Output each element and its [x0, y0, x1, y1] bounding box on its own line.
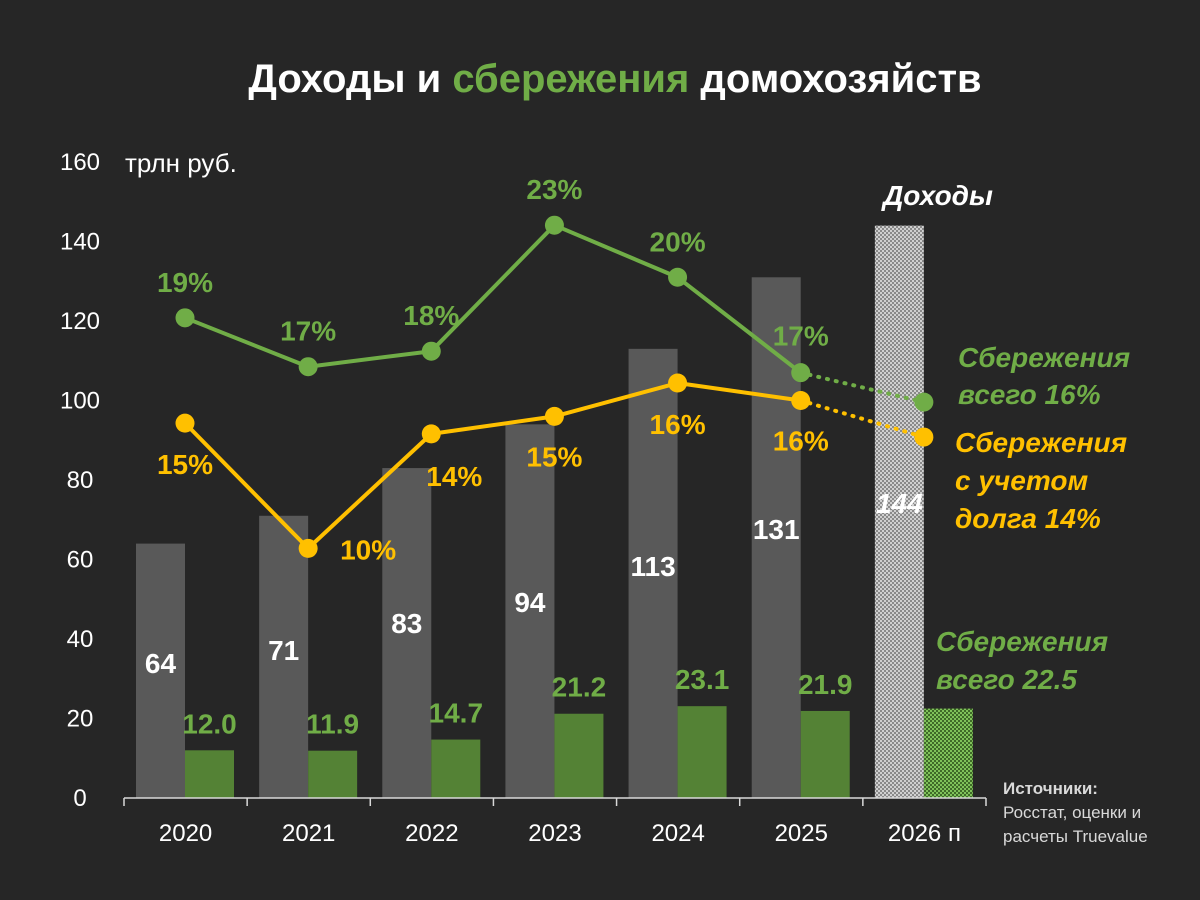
savings-total-point — [544, 215, 564, 235]
x-axis-ticks: 2020 2021 2022 2023 2024 2025 2026 п — [159, 820, 961, 847]
savings-total-pct-label: 17% — [773, 321, 829, 352]
income-bar — [259, 515, 309, 798]
source-heading: Источники: — [1003, 779, 1098, 798]
income-bars — [136, 225, 924, 799]
savings-debt-point — [668, 373, 688, 393]
x-axis — [123, 797, 987, 806]
savings-total-pct-label: 23% — [526, 174, 582, 205]
x-tick-label: 2026 п — [888, 820, 961, 847]
savings-value-label: 23.1 — [675, 664, 730, 695]
y-tick-label: 140 — [60, 229, 100, 256]
income-bar — [505, 424, 555, 798]
income-value-label: 113 — [630, 551, 675, 582]
title-part-1: Доходы и — [248, 57, 452, 101]
savings-total-forecast-line — [798, 370, 926, 405]
x-tick-label: 2023 — [528, 820, 581, 847]
income-bar — [136, 543, 185, 798]
savings-total-pct-label: 19% — [157, 267, 213, 298]
savings-total-point — [421, 341, 441, 361]
income-value-label: 64 — [145, 648, 177, 679]
income-value-label: 144 — [876, 488, 923, 519]
title-part-2: сбережения — [452, 57, 689, 101]
x-tick-label: 2024 — [651, 820, 704, 847]
savings-bar — [923, 708, 973, 798]
savings-debt-point — [298, 538, 318, 558]
savings-debt-point — [544, 406, 564, 426]
y-axis-ticks: 0 20 40 60 80 100 120 140 160 — [60, 149, 100, 812]
savings-total-point — [668, 267, 688, 287]
income-bar — [874, 225, 924, 799]
y-tick-label: 20 — [67, 706, 94, 733]
y-tick-label: 80 — [67, 467, 94, 494]
savings-bar — [554, 713, 604, 798]
x-tick-label: 2020 — [159, 820, 212, 847]
savings-debt-pct-label: 15% — [526, 441, 582, 472]
income-value-label: 71 — [268, 635, 299, 666]
income-value-label: 131 — [753, 514, 800, 545]
savings-value-label: 12.0 — [182, 708, 237, 739]
y-tick-label: 0 — [73, 785, 86, 812]
savings-total-pct-label: 17% — [280, 316, 336, 347]
savings-debt-pct-label: 10% — [340, 534, 396, 565]
percent-lines — [175, 215, 934, 558]
savings-value-label: 21.9 — [798, 669, 853, 700]
income-value-label: 83 — [391, 608, 422, 639]
annotation-income: Доходы — [881, 180, 993, 211]
savings-debt-pct-label: 14% — [426, 461, 482, 492]
x-tick-label: 2025 — [775, 820, 828, 847]
savings-value-label: 21.2 — [552, 672, 607, 703]
title-part-3: домохозяйств — [689, 57, 981, 101]
savings-debt-point — [421, 424, 441, 444]
savings-value-label: 11.9 — [306, 709, 359, 740]
savings-debt-pct-label: 16% — [773, 426, 829, 457]
annotation-savings-bar: Сбережения всего 22.5 — [936, 626, 1116, 695]
savings-debt-point — [791, 391, 811, 410]
x-tick-label: 2022 — [405, 820, 458, 847]
savings-total-pct-label: 20% — [650, 226, 706, 257]
annotation-savings-debt: Сбережения с учетом долга 14% — [955, 427, 1135, 534]
savings-bar — [800, 710, 850, 798]
y-tick-label: 40 — [67, 626, 94, 653]
savings-total-pct-label: 18% — [403, 300, 459, 331]
savings-debt-line — [183, 381, 801, 551]
savings-total-point — [791, 363, 811, 383]
x-tick-label: 2021 — [282, 820, 335, 847]
source-line-2: расчеты Truevalue — [1003, 827, 1148, 846]
savings-total-point — [914, 392, 934, 412]
annotation-savings-total: Сбережения всего 16% — [958, 342, 1138, 410]
data-labels: 64 71 83 94 113 131 144 12.0 11.9 14.7 21.2 23.1 21.… — [145, 174, 923, 739]
savings-bar — [308, 750, 358, 798]
savings-debt-forecast-line — [798, 398, 926, 440]
savings-debt-point — [914, 427, 934, 447]
savings-debt-pct-label: 15% — [157, 449, 213, 480]
savings-total-point — [175, 308, 195, 328]
y-tick-label: 160 — [60, 149, 100, 176]
chart-title: Доходы и сбережения домохозяйств — [248, 57, 981, 101]
savings-value-label: 14.7 — [429, 698, 484, 729]
savings-bar — [677, 706, 727, 798]
income-bar — [382, 468, 432, 798]
savings-total-point — [298, 357, 318, 377]
savings-debt-point — [175, 413, 195, 433]
savings-bars — [185, 706, 973, 798]
income-bar — [628, 348, 678, 798]
unit-label: трлн руб. — [125, 148, 237, 178]
y-tick-label: 100 — [60, 388, 100, 415]
source-line-1: Росстат, оценки и — [1003, 803, 1141, 822]
savings-total-line — [184, 223, 802, 375]
savings-bar — [185, 750, 234, 798]
savings-debt-pct-label: 16% — [650, 409, 706, 440]
savings-bar — [431, 739, 481, 798]
income-value-label: 94 — [514, 587, 546, 618]
y-tick-label: 60 — [67, 547, 94, 574]
y-tick-label: 120 — [60, 308, 100, 335]
